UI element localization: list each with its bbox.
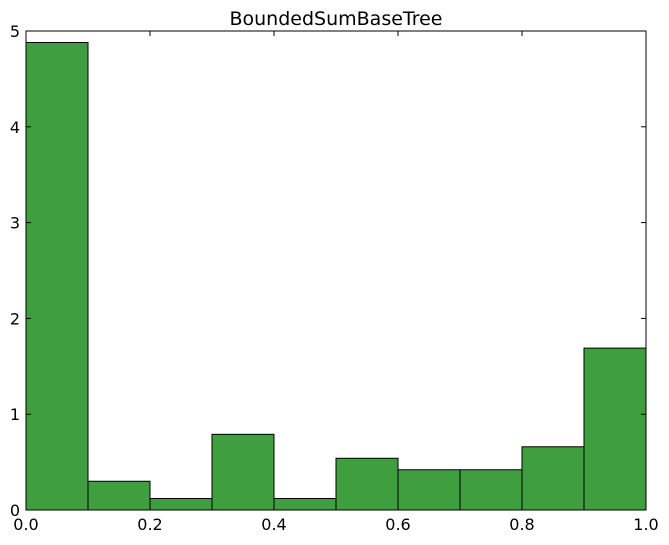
histogram-bar-6 [397, 469, 461, 511]
y-tick-label: 4 [10, 118, 20, 137]
histogram-bar-0 [25, 41, 89, 511]
x-tick-label: 1.0 [633, 515, 658, 534]
histogram-bar-5 [335, 457, 399, 511]
histogram-bar-4 [273, 498, 337, 511]
chart-title: BoundedSumBaseTree [229, 8, 442, 30]
x-tick-label: 0.0 [13, 515, 38, 534]
plot-area-frame [25, 30, 647, 511]
histogram-bar-1 [87, 480, 151, 511]
y-tick-label: 5 [10, 22, 20, 41]
histogram-bar-3 [211, 433, 275, 511]
y-tick-label: 2 [10, 309, 20, 328]
y-tick-label: 3 [10, 214, 20, 233]
tick-labels-layer: 0.0 0.2 0.4 0.6 0.8 1.0 0 1 2 3 4 5 [10, 22, 659, 534]
histogram-bar-7 [459, 469, 523, 511]
x-tick-label: 0.2 [137, 515, 162, 534]
x-tick-label: 0.8 [509, 515, 534, 534]
y-tick-label: 0 [10, 501, 20, 520]
ticks-layer [25, 30, 647, 511]
x-tick-label: 0.4 [261, 515, 286, 534]
histogram-bar-8 [521, 446, 585, 511]
x-tick-label: 0.6 [385, 515, 410, 534]
y-tick-label: 1 [10, 405, 20, 424]
histogram-bar-9 [583, 347, 647, 511]
bars-layer [25, 41, 647, 511]
histogram-bar-2 [149, 498, 213, 511]
